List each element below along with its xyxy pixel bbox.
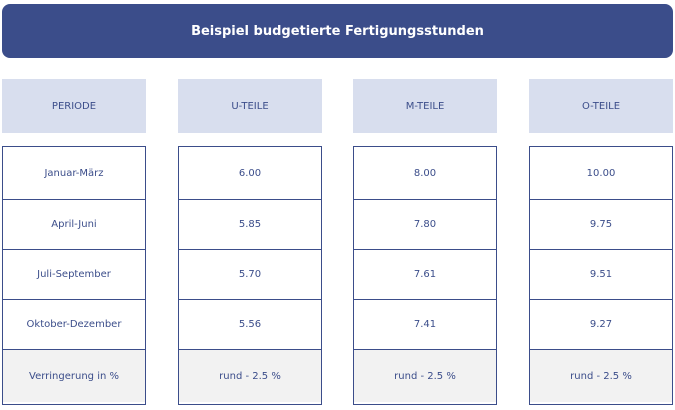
header-periode: PERIODE	[2, 79, 146, 133]
table-cell: 9.75	[530, 200, 672, 250]
table-cell-footer: rund - 2.5 %	[354, 350, 496, 402]
header-label: O-TEILE	[581, 100, 621, 112]
table-cell: 7.80	[354, 200, 496, 250]
column-o-teile: 10.00 9.75 9.51 9.27 rund - 2.5 %	[529, 146, 673, 405]
table-cell: 8.00	[354, 147, 496, 200]
table-cell: Oktober-Dezember	[3, 300, 145, 350]
title-banner: Beispiel budgetierte Fertigungsstunden	[2, 4, 673, 58]
header-label: PERIODE	[51, 100, 97, 112]
table-cell: Juli-September	[3, 250, 145, 300]
table-cell: Januar-März	[3, 147, 145, 200]
column-m-teile: 8.00 7.80 7.61 7.41 rund - 2.5 %	[353, 146, 497, 405]
header-o-teile: O-TEILE	[529, 79, 673, 133]
title-text: Beispiel budgetierte Fertigungsstunden	[191, 23, 484, 39]
header-m-teile: M-TEILE	[353, 79, 497, 133]
header-label: M-TEILE	[405, 100, 445, 112]
table-cell-footer: rund - 2.5 %	[530, 350, 672, 402]
table-cell: 5.85	[179, 200, 321, 250]
table-cell: 5.70	[179, 250, 321, 300]
table-cell: 6.00	[179, 147, 321, 200]
table-cell: April-Juni	[3, 200, 145, 250]
table-cell-footer: rund - 2.5 %	[179, 350, 321, 402]
table-cell-footer: Verringerung in %	[3, 350, 145, 402]
column-u-teile: 6.00 5.85 5.70 5.56 rund - 2.5 %	[178, 146, 322, 405]
header-u-teile: U-TEILE	[178, 79, 322, 133]
table-cell: 9.27	[530, 300, 672, 350]
column-periode: Januar-März April-Juni Juli-September Ok…	[2, 146, 146, 405]
header-label: U-TEILE	[231, 100, 269, 112]
table-cell: 5.56	[179, 300, 321, 350]
table-cell: 9.51	[530, 250, 672, 300]
table-cell: 10.00	[530, 147, 672, 200]
table-cell: 7.61	[354, 250, 496, 300]
table-cell: 7.41	[354, 300, 496, 350]
